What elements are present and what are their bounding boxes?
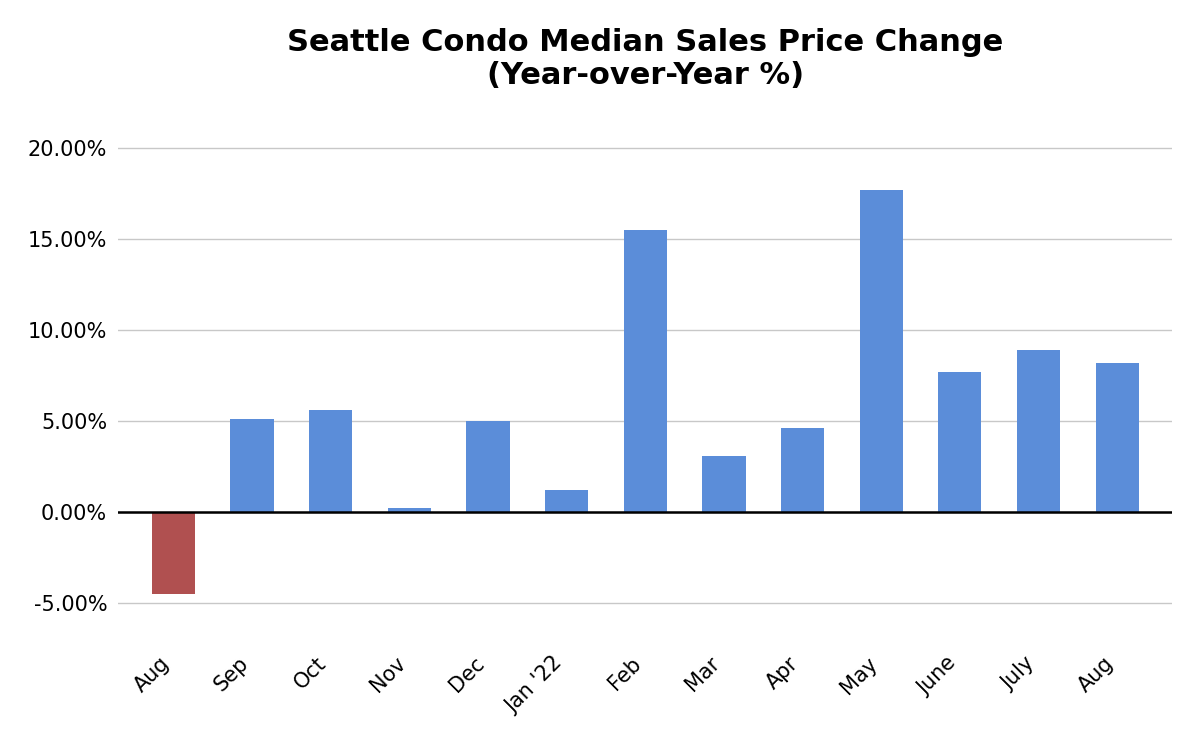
Bar [467,421,510,512]
Bar [1096,363,1139,512]
Bar [151,512,194,594]
Bar [859,190,902,512]
Bar [624,230,667,512]
Bar [230,419,274,512]
Bar [1016,350,1060,512]
Bar [938,372,982,512]
Bar [702,456,745,512]
Bar [388,508,431,512]
Bar [545,490,588,512]
Bar [308,410,353,512]
Title: Seattle Condo Median Sales Price Change
(Year-over-Year %): Seattle Condo Median Sales Price Change … [287,28,1003,90]
Bar [781,428,824,512]
